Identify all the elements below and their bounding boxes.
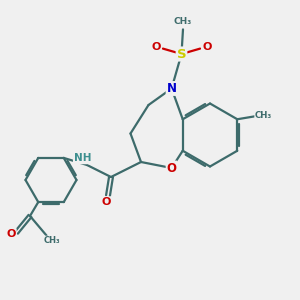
Text: O: O	[202, 42, 211, 52]
Text: O: O	[102, 197, 111, 207]
Text: O: O	[6, 229, 16, 239]
Text: O: O	[152, 42, 161, 52]
Text: N: N	[167, 82, 177, 95]
Text: NH: NH	[74, 153, 91, 164]
Text: CH₃: CH₃	[255, 111, 272, 120]
Text: CH₃: CH₃	[44, 236, 60, 245]
Text: CH₃: CH₃	[174, 16, 192, 26]
Text: O: O	[167, 161, 177, 175]
Text: S: S	[177, 47, 186, 61]
